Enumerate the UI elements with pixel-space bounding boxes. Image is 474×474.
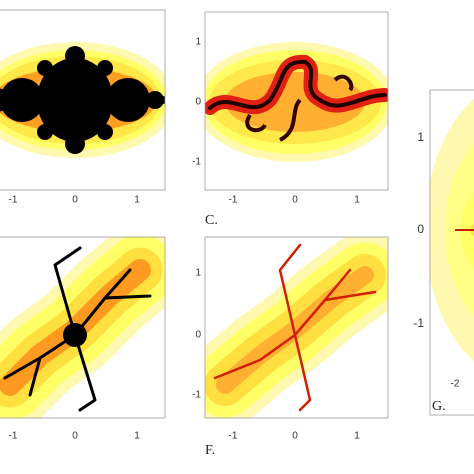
fractal-panel [0, 42, 165, 158]
fractal-panel [0, 237, 165, 418]
fractal-panel [205, 42, 388, 162]
y-tick-label: 0 [195, 97, 201, 108]
caption: G. [432, 399, 446, 414]
caption: C. [205, 213, 218, 228]
x-tick-label: -1 [9, 195, 18, 206]
x-tick-label: 1 [354, 195, 360, 206]
x-tick-label: 1 [134, 431, 140, 442]
x-tick-label: 1 [354, 431, 360, 442]
y-tick-label: -1 [413, 316, 424, 330]
x-tick-label: -1 [229, 195, 238, 206]
y-tick-label: 0 [195, 330, 201, 341]
x-tick-label: 1 [134, 195, 140, 206]
x-tick-label: -1 [9, 431, 18, 442]
caption: F. [205, 443, 215, 458]
fractal-panel [205, 237, 388, 418]
y-tick-label: 1 [417, 130, 424, 144]
x-tick-label: -2 [451, 379, 460, 390]
x-tick-label: 0 [72, 195, 78, 206]
y-tick-label: 0 [417, 222, 424, 236]
fractal-panel [430, 98, 474, 362]
y-tick-label: -1 [192, 157, 201, 168]
axis-labels: -1 0 1 -1 0 1 1 0 -1 C. -2 1 0 -1 G. -1 … [9, 37, 460, 459]
x-tick-label: 0 [292, 431, 298, 442]
x-tick-label: 0 [292, 195, 298, 206]
x-tick-label: -1 [229, 431, 238, 442]
x-tick-label: 0 [72, 431, 78, 442]
y-tick-label: 1 [195, 268, 201, 279]
y-tick-label: 1 [195, 37, 201, 48]
y-tick-label: -1 [192, 390, 201, 401]
